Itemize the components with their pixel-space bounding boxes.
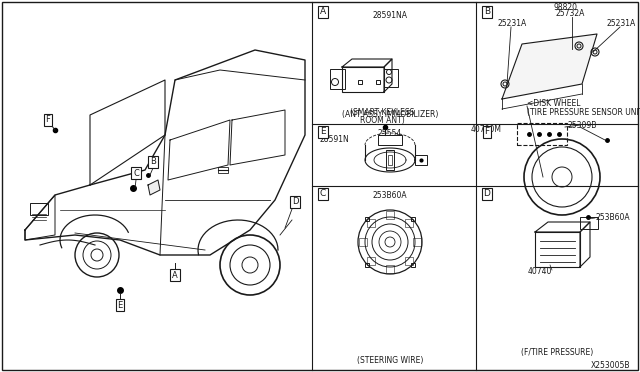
Text: (TIRE PRESSURE SENSOR UNIT): (TIRE PRESSURE SENSOR UNIT) [527,109,640,118]
Bar [386,265,394,273]
Text: 25309B: 25309B [567,121,596,129]
Text: 25554: 25554 [378,129,402,138]
Text: 25231A: 25231A [606,19,636,29]
Text: B: B [150,157,156,167]
Bar [517,123,567,145]
Text: D: D [292,198,298,206]
Bar [405,219,413,227]
Text: X253005B: X253005B [591,362,630,371]
Text: 253B60A: 253B60A [595,212,630,221]
Text: (F/TIRE PRESSURE): (F/TIRE PRESSURE) [521,347,593,356]
Text: 40700M: 40700M [471,125,502,135]
Text: F: F [484,128,490,137]
Bar [386,211,394,219]
Polygon shape [148,180,160,195]
Text: F: F [45,115,51,125]
Bar [342,67,384,92]
Text: D: D [484,189,490,199]
Text: 25231A: 25231A [497,19,526,29]
Text: E: E [117,301,123,310]
Bar [415,155,427,165]
Bar [367,219,375,227]
Bar [359,238,367,246]
Text: 25732A: 25732A [556,10,585,19]
Polygon shape [502,34,597,99]
Text: 28591N: 28591N [320,135,349,144]
Text: ROOM ANT): ROOM ANT) [360,116,404,125]
Text: E: E [320,128,326,137]
Text: 28591NA: 28591NA [372,10,408,19]
Text: (ANT ASSY IMMOBILIZER): (ANT ASSY IMMOBILIZER) [342,109,438,119]
Bar [386,150,394,170]
Bar [388,155,392,165]
Text: 253B60A: 253B60A [372,192,407,201]
Text: <DISK WHEEL: <DISK WHEEL [527,99,580,109]
Text: (SMART KEYLESS: (SMART KEYLESS [350,108,414,116]
Text: B: B [484,7,490,16]
Text: A: A [172,270,178,279]
Bar [413,238,421,246]
Bar [535,232,580,267]
Text: C: C [320,189,326,199]
Bar [330,69,345,89]
Bar [367,257,375,265]
Text: 40740: 40740 [527,267,552,276]
Bar [384,69,398,87]
Bar [30,203,48,215]
Bar [218,167,228,173]
Bar [580,217,598,229]
Bar [378,135,402,145]
Text: (STEERING WIRE): (STEERING WIRE) [357,356,423,365]
Text: A: A [320,7,326,16]
Text: 98820: 98820 [553,3,577,12]
Text: C: C [133,169,139,177]
Bar [405,257,413,265]
